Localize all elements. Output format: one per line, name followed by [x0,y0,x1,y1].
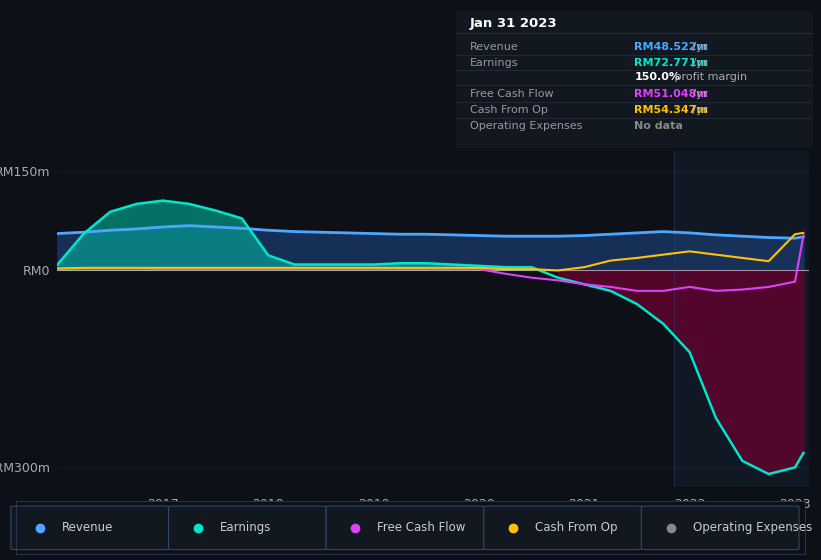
Text: Earnings: Earnings [470,58,518,68]
Text: RM51.048m: RM51.048m [635,88,708,99]
FancyBboxPatch shape [168,506,326,549]
Text: Free Cash Flow: Free Cash Flow [378,521,466,534]
Text: RM72.771m: RM72.771m [635,58,709,68]
Bar [674,151,809,487]
Text: 150.0%: 150.0% [635,72,681,82]
Text: RM48.522m: RM48.522m [635,42,709,52]
FancyBboxPatch shape [11,506,168,549]
Text: /yr: /yr [689,58,708,68]
Text: Cash From Op: Cash From Op [470,105,548,115]
FancyBboxPatch shape [641,506,799,549]
Text: No data: No data [635,122,683,132]
Text: Cash From Op: Cash From Op [535,521,617,534]
Text: /yr: /yr [689,42,708,52]
Text: Jan 31 2023: Jan 31 2023 [470,17,557,30]
Text: /yr: /yr [689,88,708,99]
Text: RM54.347m: RM54.347m [635,105,709,115]
Text: Revenue: Revenue [62,521,113,534]
FancyBboxPatch shape [484,506,641,549]
Text: /yr: /yr [689,105,708,115]
FancyBboxPatch shape [326,506,484,549]
Text: Revenue: Revenue [470,42,519,52]
Text: profit margin: profit margin [671,72,747,82]
Text: Earnings: Earnings [220,521,271,534]
Text: Free Cash Flow: Free Cash Flow [470,88,553,99]
Text: Operating Expenses: Operating Expenses [693,521,812,534]
Text: Operating Expenses: Operating Expenses [470,122,582,132]
